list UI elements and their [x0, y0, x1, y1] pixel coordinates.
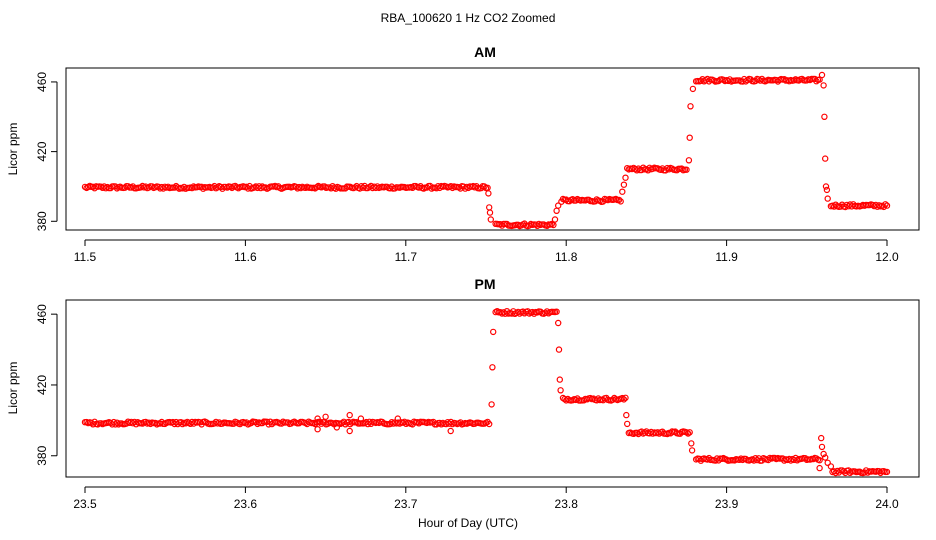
x-tick-label: 11.9 — [715, 250, 738, 264]
data-point — [555, 319, 562, 327]
data-point — [617, 198, 624, 205]
x-tick-label: 12.0 — [875, 250, 899, 264]
data-point — [818, 434, 825, 442]
data-point — [820, 82, 827, 89]
data-point — [333, 424, 340, 431]
data-point — [822, 183, 830, 190]
data-point — [486, 420, 493, 428]
data-point — [488, 401, 495, 408]
data-point — [557, 387, 564, 394]
data-point — [553, 308, 560, 315]
data-point — [882, 201, 889, 208]
y-tick-label: 420 — [35, 375, 49, 395]
panel-title-pm: PM — [475, 276, 496, 292]
y-axis-label-pm: Licor ppm — [6, 362, 20, 415]
data-point — [686, 429, 693, 436]
data-point — [486, 204, 493, 211]
figure-title: RBA_100620 1 Hz CO2 Zoomed — [381, 11, 556, 25]
plot-frame-am — [65, 67, 920, 231]
y-tick-label: 380 — [35, 445, 49, 465]
data-point — [550, 221, 557, 229]
data-point — [553, 207, 560, 214]
data-point — [322, 413, 329, 420]
data-point — [555, 346, 563, 353]
data-point — [487, 216, 494, 223]
data-point — [685, 157, 693, 164]
y-tick-label: 460 — [35, 72, 49, 92]
data-point — [686, 134, 693, 141]
data-point — [827, 463, 835, 470]
y-axis-label-am: Licor ppm — [6, 123, 20, 176]
data-point — [640, 164, 647, 171]
data-point — [357, 415, 365, 422]
data-point — [883, 468, 891, 476]
plot-frame-pm — [65, 299, 920, 478]
data-point — [619, 394, 626, 402]
y-tick-label: 420 — [35, 141, 49, 161]
data-point — [688, 447, 696, 454]
panel-am: AM Licor ppm 11.5 11.6 11.7 11.8 11.9 12.0 380… — [6, 44, 920, 264]
data-point — [346, 411, 353, 419]
data-point — [818, 71, 826, 79]
data-point — [620, 181, 628, 188]
data-point — [622, 394, 629, 401]
data-point — [486, 209, 494, 216]
x-tick-label: 24.0 — [875, 497, 899, 511]
x-tick-label: 11.7 — [395, 250, 418, 264]
data-point — [822, 155, 829, 162]
data-point — [551, 216, 559, 223]
data-point — [787, 457, 795, 464]
data-point — [481, 183, 488, 190]
x-tick-label: 11.8 — [555, 250, 578, 264]
data-point — [818, 443, 826, 451]
x-tick-label: 23.9 — [715, 497, 739, 511]
data-point — [822, 454, 829, 461]
data-point — [624, 420, 631, 428]
data-point — [556, 376, 564, 383]
x-axis-label: Hour of Day (UTC) — [418, 516, 518, 530]
data-point — [622, 174, 629, 181]
data-point — [314, 426, 321, 433]
data-point — [813, 77, 820, 85]
data-point — [683, 166, 690, 173]
x-tick-label: 23.8 — [555, 497, 579, 511]
data-point — [816, 457, 823, 464]
data-point — [314, 415, 321, 422]
data-point — [823, 186, 831, 194]
data-point — [447, 427, 454, 435]
data-point — [623, 411, 630, 419]
data-point — [485, 190, 492, 197]
y-tick-label: 460 — [35, 304, 49, 324]
data-point — [687, 103, 694, 110]
data-points-pm — [81, 308, 891, 477]
data-point — [620, 396, 628, 403]
data-point — [619, 188, 626, 195]
x-tick-label: 23.5 — [73, 497, 97, 511]
y-tick-label: 380 — [35, 211, 49, 231]
x-tick-label: 23.7 — [394, 497, 418, 511]
x-tick-label: 11.6 — [234, 250, 257, 264]
axes-pm: 23.5 23.6 23.7 23.8 23.9 24.0 380 420 460 — [35, 304, 899, 511]
data-points-am — [81, 71, 891, 230]
data-point — [816, 464, 823, 472]
data-point — [489, 364, 496, 371]
data-point — [615, 196, 623, 204]
data-point — [883, 202, 891, 209]
data-point — [346, 427, 353, 435]
data-point — [820, 450, 827, 458]
panel-title-am: AM — [474, 44, 496, 60]
data-point — [394, 415, 401, 422]
x-tick-label: 11.5 — [74, 250, 97, 264]
data-point — [689, 85, 697, 93]
axes-am: 11.5 11.6 11.7 11.8 11.9 12.0 380 420 460 — [35, 72, 899, 264]
x-tick-label: 23.6 — [234, 497, 258, 511]
data-point — [555, 202, 562, 209]
panel-pm: PM Licor ppm 23.5 23.6 23.7 23.8 23.9 24.0 380… — [6, 276, 920, 511]
data-point — [821, 113, 828, 121]
data-point — [824, 195, 831, 202]
data-point — [824, 459, 831, 466]
data-point — [688, 440, 695, 447]
data-point — [490, 328, 497, 336]
